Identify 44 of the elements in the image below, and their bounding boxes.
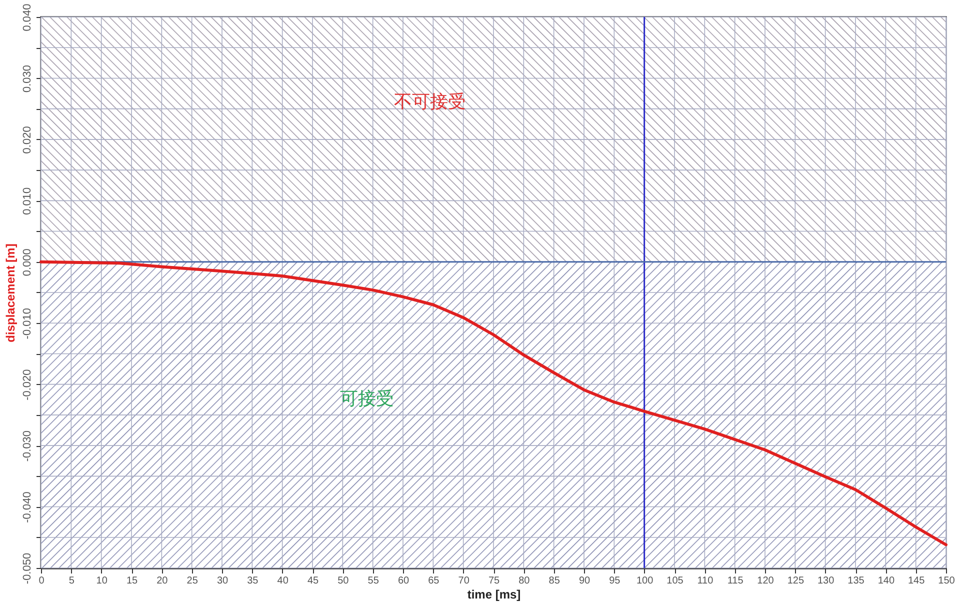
x-tick-label: 115 [727, 576, 744, 586]
y-tick-label: 0.040 [22, 4, 34, 32]
x-tick-label: 140 [878, 576, 895, 586]
x-tick-label: 80 [518, 576, 530, 586]
x-tick-label: 85 [548, 576, 560, 586]
y-tick-label: -0.040 [22, 492, 34, 523]
y-tick-label: 0.020 [22, 126, 34, 154]
x-tick-label: 30 [216, 576, 228, 586]
x-tick-label: 125 [787, 576, 804, 586]
y-tick-label: -0.010 [22, 308, 34, 340]
x-tick-label: 25 [186, 576, 198, 586]
x-tick-label: 35 [247, 576, 259, 586]
y-tick-label: 0.030 [22, 64, 34, 92]
x-tick-label: 60 [398, 576, 410, 586]
x-tick-label: 120 [757, 576, 774, 586]
y-tick-label: -0.020 [22, 369, 34, 400]
y-tick-label: 0.010 [22, 187, 34, 215]
y-tick-label: -0.030 [22, 430, 34, 462]
y-tick-label: -0.050 [22, 552, 34, 584]
x-tick-label: 130 [817, 576, 835, 586]
y-tick-label: 0.000 [22, 248, 34, 276]
x-tick-label: 5 [68, 576, 75, 586]
x-tick-label: 150 [938, 576, 955, 586]
x-tick-label: 15 [126, 576, 138, 586]
x-tick-label: 20 [156, 576, 168, 586]
x-tick-label: 10 [96, 576, 108, 586]
x-tick-label: 70 [458, 576, 470, 586]
x-tick-label: 135 [848, 576, 865, 586]
x-tick-label: 40 [277, 576, 289, 586]
y-axis-title: displacement [m] [4, 244, 18, 342]
x-tick-label: 110 [697, 576, 714, 586]
x-tick-label: 55 [368, 576, 380, 586]
x-tick-label: 90 [578, 576, 590, 586]
x-tick-label: 100 [636, 576, 654, 586]
x-tick-label: 95 [609, 576, 621, 586]
x-tick-label: 105 [666, 576, 684, 586]
x-tick-label: 50 [338, 576, 350, 586]
x-tick-label: 0 [38, 576, 45, 586]
x-tick-label: 75 [488, 576, 500, 586]
x-axis-title: time [ms] [467, 588, 521, 602]
band-label: 不可接受 [394, 92, 466, 112]
x-tick-label: 45 [307, 576, 319, 586]
x-tick-label: 65 [428, 576, 440, 586]
x-tick-label: 145 [908, 576, 926, 586]
